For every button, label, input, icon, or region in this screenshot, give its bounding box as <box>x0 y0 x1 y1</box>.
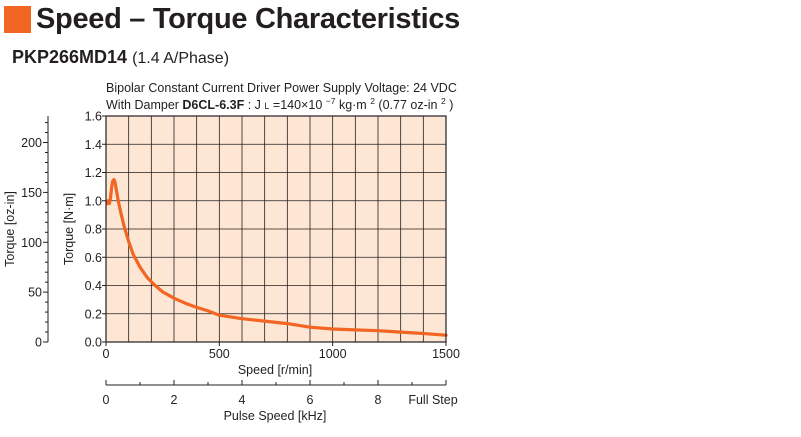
jl-label: : J <box>248 98 261 112</box>
damper-model: D6CL-6.3F <box>182 98 244 112</box>
x2-tick-label: 0 <box>103 393 110 407</box>
y-tick-label: 0.8 <box>85 223 102 237</box>
y-axis-label: Torque [N·m] <box>62 193 76 265</box>
conditions-line-2: With Damper D6CL-6.3F : J L =140×10 −7 k… <box>106 93 453 112</box>
x2-tick-label: 2 <box>171 393 178 407</box>
y2-tick-label: 150 <box>21 186 42 200</box>
x2-tick-label: 6 <box>307 393 314 407</box>
model-line: PKP266MD14 (1.4 A/Phase) <box>12 46 229 70</box>
model-spec: (1.4 A/Phase) <box>132 50 230 67</box>
x-tick-label: 1500 <box>432 347 460 361</box>
y-tick-label: 1.6 <box>85 110 102 124</box>
x-tick-label: 1000 <box>319 347 347 361</box>
jl-alt: (0.77 oz-in <box>378 98 437 112</box>
conditions-line-1: Bipolar Constant Current Driver Power Su… <box>106 81 457 95</box>
x2-axis-label: Pulse Speed [kHz] <box>224 409 327 423</box>
x-tick-label: 500 <box>209 347 230 361</box>
damper-prefix: With Damper <box>106 98 182 112</box>
jl-alt-exp: 2 <box>441 96 446 106</box>
y-tick-label: 0.2 <box>85 307 102 321</box>
page-header: Speed – Torque Characteristics <box>4 3 460 35</box>
y2-tick-label: 200 <box>21 136 42 150</box>
y-tick-label: 1.2 <box>85 166 102 180</box>
y2-tick-label: 0 <box>35 336 42 350</box>
y2-tick-label: 50 <box>28 286 42 300</box>
x-tick-label: 0 <box>103 347 110 361</box>
model-name: PKP266MD14 <box>12 47 128 67</box>
y-tick-label: 0.6 <box>85 251 102 265</box>
accent-square <box>4 5 31 33</box>
jl-unit-exp: 2 <box>370 96 375 106</box>
y-tick-label: 0.4 <box>85 279 102 293</box>
jl-exponent: −7 <box>326 96 336 106</box>
jl-subscript: L <box>264 101 269 111</box>
y-tick-label: 1.4 <box>85 138 102 152</box>
jl-alt-close: ) <box>449 98 453 112</box>
jl-value: =140×10 <box>273 98 322 112</box>
torque-curve <box>105 178 448 337</box>
x-axis-label: Speed [r/min] <box>238 363 312 377</box>
x2-tick-label: 8 <box>375 393 382 407</box>
y2-axis-label: Torque [oz-in] <box>3 191 17 267</box>
y-tick-label: 1.0 <box>85 194 102 208</box>
x2-end-label: Full Step <box>408 393 457 407</box>
x2-tick-label: 4 <box>239 393 246 407</box>
y2-tick-label: 100 <box>21 236 42 250</box>
jl-unit: kg·m <box>339 98 367 112</box>
y-tick-label: 0.0 <box>85 336 102 350</box>
page-title: Speed – Torque Characteristics <box>36 3 461 35</box>
